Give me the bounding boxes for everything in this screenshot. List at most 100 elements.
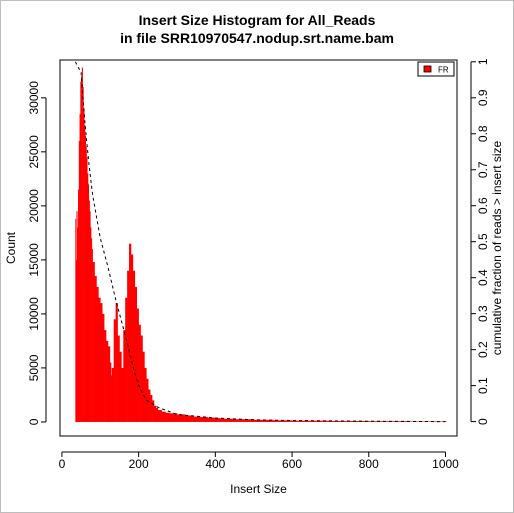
histogram-bar xyxy=(91,238,93,422)
y-tick-label: 5000 xyxy=(27,354,41,381)
x-tick-label: 1000 xyxy=(432,457,459,471)
y2-tick-label: 0.2 xyxy=(476,341,490,358)
histogram-bar xyxy=(78,141,80,422)
histogram-bar xyxy=(113,319,116,422)
histogram-bar xyxy=(125,297,128,422)
histogram-bar xyxy=(81,67,83,422)
histogram-bar xyxy=(106,340,109,422)
histogram-bar xyxy=(130,254,134,422)
chart-title: Insert Size Histogram for All_Reads xyxy=(138,12,376,28)
y2-tick-label: 0.7 xyxy=(476,161,490,178)
histogram-bar xyxy=(368,421,408,422)
x-tick-label: 400 xyxy=(205,457,225,471)
y-tick-label: 15000 xyxy=(27,243,41,277)
histogram-bar xyxy=(76,211,78,422)
histogram-bar xyxy=(119,351,122,422)
x-tick-label: 0 xyxy=(59,457,66,471)
y2-tick-label: 0.3 xyxy=(476,305,490,322)
histogram-bar xyxy=(138,324,141,422)
histogram-bar xyxy=(253,419,274,422)
y2-tick-label: 0.4 xyxy=(476,269,490,286)
histogram-bar xyxy=(109,362,112,422)
histogram-bar xyxy=(75,259,77,422)
cumulative-fraction-line xyxy=(74,61,446,423)
histogram-bar xyxy=(111,375,113,422)
histogram-bar xyxy=(83,108,85,422)
histogram-bar xyxy=(129,243,132,422)
y2-tick-label: 0.8 xyxy=(476,125,490,142)
histogram-bar xyxy=(445,421,447,423)
y-axis-right: 0 0.1 0.2 0.3 0.4 0.5 0.6 0.7 0.8 0.9 1 xyxy=(470,58,490,425)
x-tick-label: 800 xyxy=(359,457,379,471)
histogram-bar xyxy=(82,87,84,422)
histogram-bar xyxy=(85,146,87,422)
x-tick-label: 200 xyxy=(129,457,149,471)
y2-tick-label: 0.1 xyxy=(476,377,490,394)
histogram-bar xyxy=(148,389,151,422)
histogram-bar xyxy=(134,286,138,422)
histogram-bar xyxy=(91,249,93,422)
histogram-bar xyxy=(77,227,79,422)
histogram-bar xyxy=(86,157,88,422)
histogram-bar xyxy=(169,413,178,422)
y-tick-label: 25000 xyxy=(27,135,41,169)
histogram-bar xyxy=(115,303,118,422)
histogram-bar xyxy=(94,276,97,422)
y2-tick-label: 0.9 xyxy=(476,89,490,106)
legend-box xyxy=(417,61,455,77)
histogram-bar xyxy=(234,419,255,422)
legend-swatch-fr xyxy=(423,65,432,73)
histogram-bar xyxy=(107,346,111,422)
histogram-bar xyxy=(136,308,139,422)
histogram-bar xyxy=(90,227,92,422)
histogram-bar xyxy=(165,412,170,422)
histogram-bar xyxy=(153,405,157,422)
histogram-bar xyxy=(155,407,159,422)
histogram-bar xyxy=(157,410,162,422)
y2-tick-label: 0.5 xyxy=(476,233,490,250)
histogram-bar xyxy=(215,418,224,422)
histogram-bar xyxy=(123,330,126,422)
histogram-bar xyxy=(192,416,201,422)
histogram-bar xyxy=(78,189,80,422)
histogram-bar xyxy=(88,200,90,422)
histogram-bar xyxy=(88,184,90,422)
x-axis: 0 200 400 600 800 1000 xyxy=(59,451,459,471)
histogram-bar xyxy=(152,400,155,422)
histogram-bar xyxy=(150,394,153,422)
histogram-bar xyxy=(80,81,82,422)
plot-area-frame xyxy=(59,59,458,437)
histogram-bar xyxy=(100,303,103,422)
histogram-bar xyxy=(223,418,235,422)
histogram-bar xyxy=(176,414,185,422)
y-axis-label: Count xyxy=(4,231,18,264)
histogram-bar xyxy=(207,417,216,422)
histogram-bar xyxy=(144,367,147,422)
histogram-bar xyxy=(79,114,81,422)
histogram-bar xyxy=(87,173,89,422)
legend-label-fr: FR xyxy=(438,66,449,75)
x-tick-label: 600 xyxy=(282,457,302,471)
histogram-bar xyxy=(102,313,105,422)
histogram-bar xyxy=(117,335,120,422)
y2-tick-label: 1 xyxy=(476,58,490,65)
y-axis-left: 0 5000 10000 15000 20000 25000 30000 xyxy=(27,81,47,425)
histogram-bar xyxy=(84,135,86,422)
histogram-bar xyxy=(292,420,331,422)
histogram-bar xyxy=(111,367,114,422)
histogram-bar xyxy=(140,335,143,422)
y-tick-label: 20000 xyxy=(27,189,41,223)
histogram-bar xyxy=(161,411,166,422)
histogram-bar xyxy=(98,297,101,422)
histogram-bar xyxy=(142,351,145,422)
histogram-bars xyxy=(75,67,447,423)
legend: FR xyxy=(417,61,455,77)
x-axis-label: Insert Size xyxy=(230,482,287,496)
y-tick-label: 30000 xyxy=(27,81,41,115)
chart-subtitle: in file SRR10970547.nodup.srt.name.bam xyxy=(120,30,394,46)
histogram-bar xyxy=(200,417,208,422)
histogram-bar xyxy=(121,367,124,422)
histogram-bar xyxy=(96,286,99,422)
histogram-bar xyxy=(104,330,107,422)
